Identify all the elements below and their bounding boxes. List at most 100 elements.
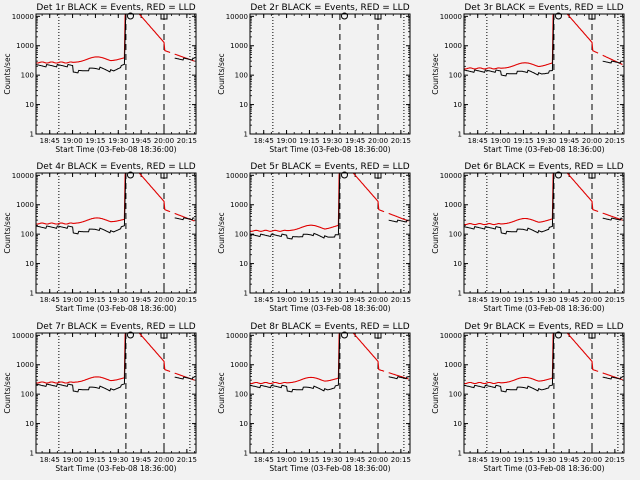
panel-5: Det 5r BLACK = Events, RED = LLD Start Ti… [217, 162, 411, 313]
data-curves [250, 333, 409, 393]
x-tick-label: 20:15 [177, 456, 197, 464]
panel-title: Det 3r BLACK = Events, RED = LLD [464, 3, 623, 13]
y-tick-label: 100 [21, 72, 34, 80]
x-tick-label: 19:15 [85, 137, 105, 145]
y-tick-label: 100 [449, 391, 462, 399]
panel-8: Det 8r BLACK = Events, RED = LLD Start Ti… [217, 322, 411, 473]
circle-marker-symbol [554, 12, 562, 20]
plot-frame [249, 13, 411, 135]
x-tick-label: 19:30 [322, 137, 342, 145]
panel-title: Det 9r BLACK = Events, RED = LLD [464, 322, 623, 332]
x-axis-label: Start Time (03-Feb-08 18:36:00) [269, 464, 390, 473]
y-tick-label: 10000 [12, 332, 34, 340]
lld-series-line [36, 173, 195, 225]
x-tick-label: 20:00 [582, 137, 602, 145]
y-tick-label: 10 [239, 420, 248, 428]
y-tick-label: 100 [21, 391, 34, 399]
panel-title: Det 1r BLACK = Events, RED = LLD [36, 3, 195, 13]
x-tick-label: 20:00 [154, 296, 174, 304]
x-tick-label: 19:15 [299, 137, 319, 145]
x-tick-label: 20:00 [154, 137, 174, 145]
x-tick-label: 19:45 [345, 296, 365, 304]
y-tick-label: 100 [449, 72, 462, 80]
x-tick-label: 19:45 [131, 456, 151, 464]
lld-series-line [250, 173, 409, 232]
circle-marker-symbol [554, 331, 562, 339]
x-tick-label: 19:00 [62, 137, 82, 145]
x-tick-label: 20:00 [154, 456, 174, 464]
x-tick-label: 19:30 [322, 296, 342, 304]
y-tick-label: 10 [453, 260, 462, 268]
panel-title: Det 4r BLACK = Events, RED = LLD [36, 162, 195, 172]
y-tick-label: 100 [235, 391, 248, 399]
x-tick-label: 19:45 [559, 296, 579, 304]
x-tick-label: 20:15 [605, 456, 625, 464]
events-series-tail [602, 376, 623, 380]
plot-frame [35, 13, 197, 135]
y-tick-label: 1000 [444, 201, 462, 209]
x-tick-label: 19:45 [345, 456, 365, 464]
x-tick-label: 19:30 [322, 456, 342, 464]
x-axis-label: Start Time (03-Feb-08 18:36:00) [483, 304, 604, 313]
data-curves [464, 173, 623, 235]
events-series-line [464, 333, 555, 393]
circle-marker-symbol [126, 331, 134, 339]
y-tick-label: 10000 [440, 332, 462, 340]
y-tick-label: 100 [235, 231, 248, 239]
x-tick-label: 19:15 [299, 296, 319, 304]
lld-series-line [464, 333, 623, 385]
panel-1: Det 1r BLACK = Events, RED = LLD Start Ti… [3, 3, 197, 154]
x-tick-label: 19:30 [536, 296, 556, 304]
events-series-tail [602, 60, 623, 64]
data-curves [36, 14, 195, 74]
panel-6: Det 6r BLACK = Events, RED = LLD Start Ti… [431, 162, 625, 313]
plot-frame [249, 332, 411, 454]
data-curves [250, 173, 409, 240]
panel-2: Det 2r BLACK = Events, RED = LLD Start Ti… [217, 3, 411, 154]
y-tick-label: 10000 [12, 13, 34, 21]
y-axis-label: Counts/sec [217, 372, 226, 413]
lld-series-line [36, 333, 195, 384]
y-tick-label: 1 [244, 290, 248, 298]
panel-3: Det 3r BLACK = Events, RED = LLD Start Ti… [431, 3, 625, 154]
y-tick-label: 100 [21, 231, 34, 239]
x-axis-label: Start Time (03-Feb-08 18:36:00) [269, 145, 390, 154]
panel-title: Det 7r BLACK = Events, RED = LLD [36, 322, 195, 332]
y-tick-label: 100 [235, 72, 248, 80]
panel-title: Det 5r BLACK = Events, RED = LLD [250, 162, 409, 172]
x-tick-label: 20:00 [368, 456, 388, 464]
circle-marker-symbol [340, 331, 348, 339]
y-tick-label: 1000 [230, 42, 248, 50]
lld-series-line [250, 333, 409, 385]
y-tick-label: 10000 [440, 13, 462, 21]
x-tick-label: 19:00 [490, 456, 510, 464]
y-tick-label: 1 [30, 131, 34, 139]
y-tick-label: 10 [25, 260, 34, 268]
events-series-line [36, 14, 127, 74]
y-axis-label: Counts/sec [3, 372, 12, 413]
data-curves [464, 14, 623, 77]
events-series-line [464, 173, 555, 235]
x-tick-label: 19:15 [85, 456, 105, 464]
plot-frame [463, 172, 625, 294]
y-tick-label: 1 [458, 450, 462, 458]
y-tick-label: 10000 [12, 172, 34, 180]
x-tick-label: 18:45 [40, 137, 60, 145]
x-tick-label: 19:15 [299, 456, 319, 464]
events-series-tail [602, 217, 623, 221]
x-tick-label: 18:45 [468, 137, 488, 145]
x-axis-label: Start Time (03-Feb-08 18:36:00) [55, 145, 176, 154]
plot-frame [463, 13, 625, 135]
panel-4: Det 4r BLACK = Events, RED = LLD Start Ti… [3, 162, 197, 313]
events-series-line [250, 173, 341, 240]
x-tick-label: 20:15 [391, 456, 411, 464]
y-tick-label: 1 [458, 290, 462, 298]
y-tick-label: 1 [244, 450, 248, 458]
x-tick-label: 19:45 [559, 456, 579, 464]
x-tick-label: 20:15 [177, 296, 197, 304]
x-tick-label: 19:30 [108, 137, 128, 145]
y-tick-label: 1 [458, 131, 462, 139]
x-axis-label: Start Time (03-Feb-08 18:36:00) [269, 304, 390, 313]
events-series-tail [174, 57, 195, 61]
